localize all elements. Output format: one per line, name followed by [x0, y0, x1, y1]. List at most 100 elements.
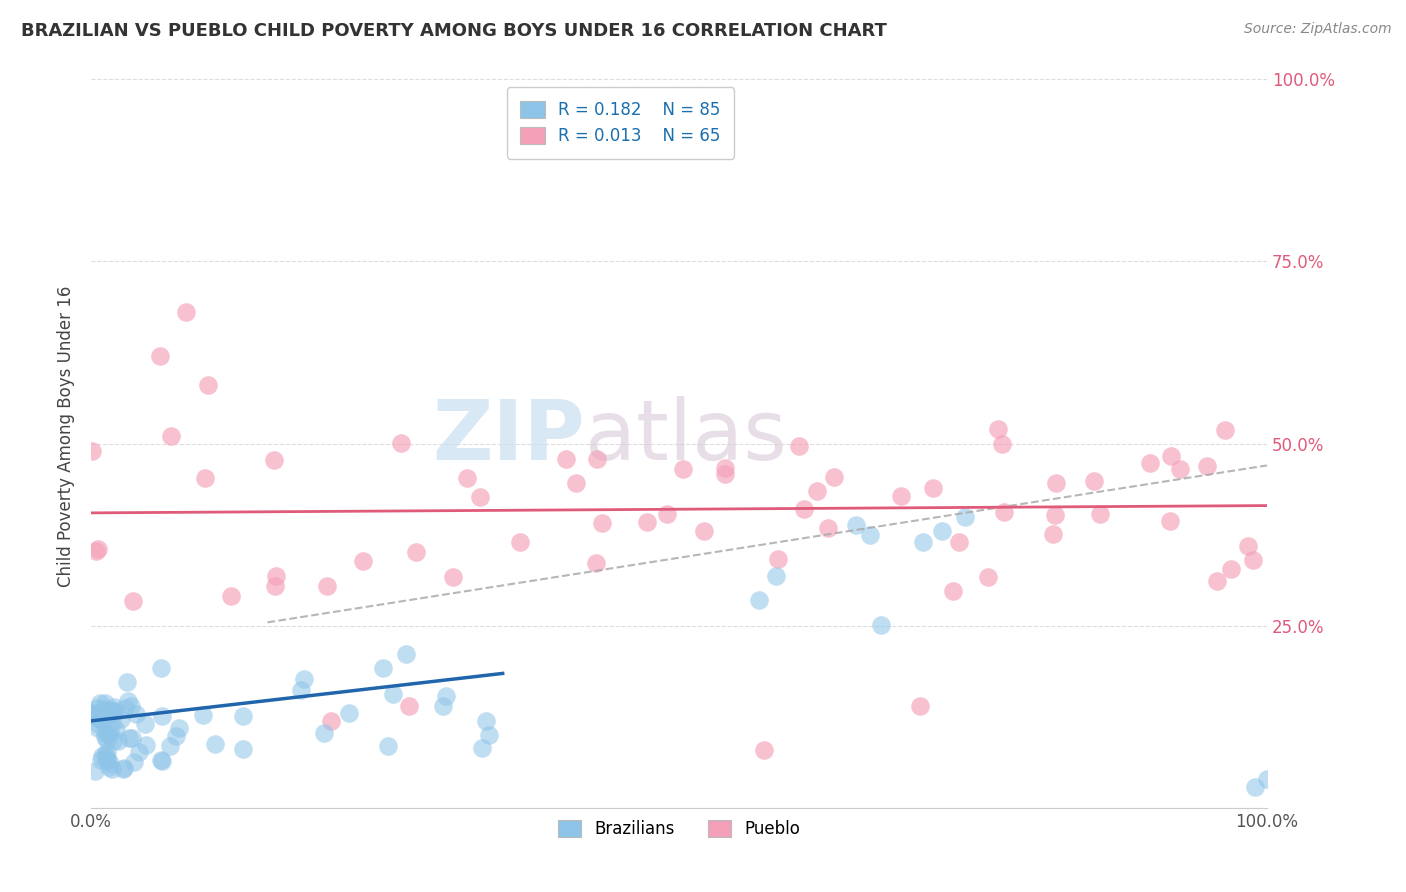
Point — [94, 696, 117, 710]
Point — [765, 569, 787, 583]
Point — [115, 675, 138, 690]
Point — [859, 528, 882, 542]
Point — [93, 702, 115, 716]
Point — [118, 731, 141, 746]
Text: atlas: atlas — [585, 396, 787, 476]
Point — [713, 467, 735, 481]
Point — [100, 715, 122, 730]
Point — [471, 740, 494, 755]
Point — [554, 452, 576, 467]
Point — [931, 524, 953, 538]
Point — [87, 712, 110, 726]
Point — [441, 570, 464, 584]
Point — [890, 489, 912, 503]
Point — [478, 728, 501, 742]
Point — [100, 705, 122, 719]
Point — [150, 709, 173, 723]
Point — [97, 760, 120, 774]
Point — [908, 699, 931, 714]
Point — [398, 699, 420, 714]
Point — [194, 471, 217, 485]
Point — [1139, 456, 1161, 470]
Point — [193, 708, 215, 723]
Point — [204, 737, 226, 751]
Point — [817, 521, 839, 535]
Point — [993, 505, 1015, 519]
Point — [509, 535, 531, 549]
Point — [96, 753, 118, 767]
Point — [149, 349, 172, 363]
Point — [98, 706, 121, 721]
Point — [86, 701, 108, 715]
Point — [101, 703, 124, 717]
Point — [124, 706, 146, 721]
Point — [84, 764, 107, 779]
Point — [845, 517, 868, 532]
Point — [87, 717, 110, 731]
Point — [432, 699, 454, 714]
Point — [468, 490, 491, 504]
Point — [165, 729, 187, 743]
Point — [264, 568, 287, 582]
Point — [112, 761, 135, 775]
Text: ZIP: ZIP — [433, 396, 585, 476]
Point — [150, 660, 173, 674]
Point — [150, 754, 173, 768]
Point — [748, 592, 770, 607]
Point — [1159, 514, 1181, 528]
Point — [111, 763, 134, 777]
Point — [953, 510, 976, 524]
Point — [232, 709, 254, 723]
Point — [128, 745, 150, 759]
Point — [636, 515, 658, 529]
Point — [134, 716, 156, 731]
Point — [692, 524, 714, 539]
Point — [94, 730, 117, 744]
Point — [1244, 780, 1267, 794]
Point — [96, 732, 118, 747]
Point — [94, 726, 117, 740]
Point — [672, 462, 695, 476]
Text: BRAZILIAN VS PUEBLO CHILD POVERTY AMONG BOYS UNDER 16 CORRELATION CHART: BRAZILIAN VS PUEBLO CHILD POVERTY AMONG … — [21, 22, 887, 40]
Point — [922, 481, 945, 495]
Point — [475, 714, 498, 729]
Point — [1256, 772, 1278, 787]
Point — [585, 556, 607, 570]
Point — [434, 690, 457, 704]
Point — [1213, 423, 1236, 437]
Point — [263, 453, 285, 467]
Point — [787, 439, 810, 453]
Point — [1241, 553, 1264, 567]
Point — [197, 378, 219, 392]
Point — [1083, 474, 1105, 488]
Point — [394, 647, 416, 661]
Point — [312, 726, 335, 740]
Point — [160, 429, 183, 443]
Point — [942, 583, 965, 598]
Point — [352, 554, 374, 568]
Point — [263, 579, 285, 593]
Point — [382, 687, 405, 701]
Point — [122, 756, 145, 770]
Point — [103, 700, 125, 714]
Point — [793, 501, 815, 516]
Point — [321, 714, 343, 728]
Point — [122, 594, 145, 608]
Point — [117, 694, 139, 708]
Point — [91, 748, 114, 763]
Point — [991, 436, 1014, 450]
Point — [823, 470, 845, 484]
Point — [1045, 508, 1067, 523]
Point — [114, 701, 136, 715]
Point — [1088, 507, 1111, 521]
Point — [714, 461, 737, 475]
Point — [1160, 449, 1182, 463]
Point — [456, 471, 478, 485]
Point — [97, 707, 120, 722]
Point — [93, 748, 115, 763]
Point — [90, 713, 112, 727]
Point — [105, 723, 128, 737]
Point — [96, 745, 118, 759]
Point — [1220, 562, 1243, 576]
Point — [82, 708, 104, 723]
